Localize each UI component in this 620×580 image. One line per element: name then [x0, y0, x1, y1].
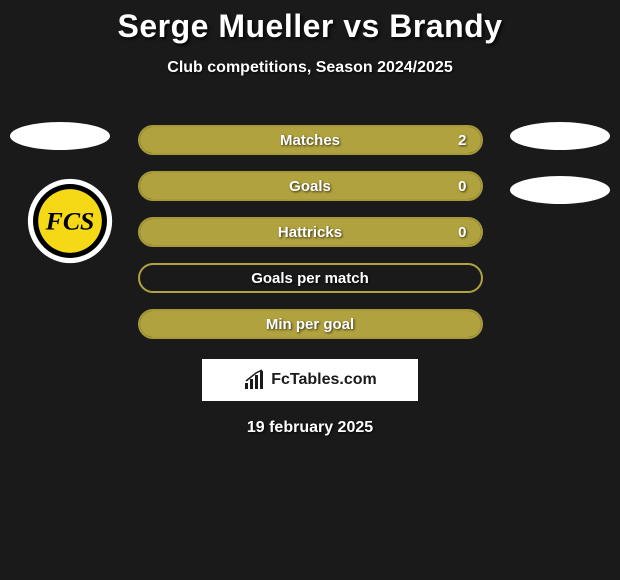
page-title: Serge Mueller vs Brandy — [0, 0, 620, 45]
stat-value: 0 — [458, 178, 466, 195]
stat-row-hattricks: Hattricks 0 — [138, 217, 483, 247]
stat-label: Min per goal — [266, 316, 354, 333]
player-photo-right-top — [510, 122, 610, 150]
chart-icon — [243, 369, 265, 391]
club-badge: FCS — [27, 178, 113, 264]
page-subtitle: Club competitions, Season 2024/2025 — [0, 59, 620, 77]
stat-row-min-per-goal: Min per goal — [138, 309, 483, 339]
stat-value: 2 — [458, 132, 466, 149]
stat-row-goals-per-match: Goals per match — [138, 263, 483, 293]
stat-label: Goals per match — [251, 270, 369, 287]
stat-label: Matches — [280, 132, 340, 149]
stat-row-matches: Matches 2 — [138, 125, 483, 155]
stat-label: Goals — [289, 178, 331, 195]
player-photo-left — [10, 122, 110, 150]
date-label: 19 february 2025 — [0, 419, 620, 437]
club-monogram: FCS — [45, 207, 95, 236]
player-photo-right-mid — [510, 176, 610, 204]
stat-label: Hattricks — [278, 224, 342, 241]
stat-value: 0 — [458, 224, 466, 241]
brand-label: FcTables.com — [271, 371, 377, 389]
brand-box: FcTables.com — [202, 359, 418, 401]
stat-row-goals: Goals 0 — [138, 171, 483, 201]
